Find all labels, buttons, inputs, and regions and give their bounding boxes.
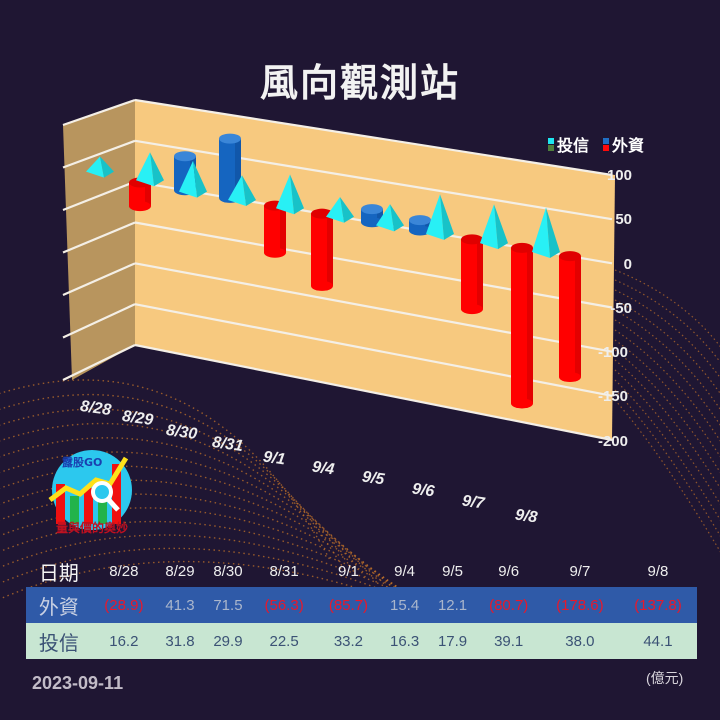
foreign-cell: (178.6) [540,587,619,623]
brand-logo: 露股GO 量與價的奧妙 [48,450,132,535]
header-label: 日期 [38,562,79,585]
trust-cell: 17.9 [428,623,477,659]
trust-cell: 44.1 [618,623,697,659]
page-title: 風向觀測站 [259,61,460,105]
row-label-foreign: 外資 [26,587,92,623]
date-cell: 8/31 [269,562,299,580]
legend-item-trust: 投信 [548,132,589,156]
logo-brand-text: 露股GO [62,456,102,469]
legend-label-trust: 投信 [557,136,590,155]
foreign-cylinder [311,208,333,291]
row-label-trust: 投信 [26,623,92,659]
date-cell: 9/7 [569,562,591,580]
date-cell: 8/30 [213,562,243,580]
foreign-cell: 12.1 [428,587,477,623]
foreign-cell: (137.8) [618,587,697,623]
trust-pyramid [228,175,256,206]
x-tick-label: 9/1 [261,448,287,469]
unit-label: (億元) [646,670,684,686]
x-tick-label: 9/8 [513,506,539,527]
trust-cell: 31.8 [156,623,204,659]
foreign-cylinder [461,234,483,315]
date-cell: 9/5 [442,562,463,580]
x-tick-label: 9/6 [410,480,436,501]
trust-cell: 39.1 [476,623,541,659]
trust-pyramid [426,194,454,240]
date-cell: 9/8 [647,562,669,580]
foreign-cell: 15.4 [380,587,429,623]
legend: 投信 外資 [548,132,644,156]
x-tick-label: 9/5 [360,468,386,489]
foreign-cylinder [511,242,533,409]
foreign-cylinder [559,251,581,383]
y-tick-label: 0 [623,255,632,273]
date-cell: 8/29 [165,562,195,580]
foreign-cell: 71.5 [203,587,252,623]
trust-cell: 38.0 [540,623,619,659]
trust-pyramid [276,174,304,215]
foreign-cylinder [409,215,431,236]
legend-item-foreign: 外資 [603,132,644,156]
trust-pyramid [532,207,560,259]
side-wall [63,100,135,380]
date-cell: 8/28 [109,562,139,580]
legend-swatch-foreign [603,137,610,151]
foreign-cell: 41.3 [156,587,204,623]
foreign-cell: (56.3) [251,587,317,623]
trust-cell: 16.3 [380,623,429,659]
legend-label-foreign: 外資 [612,136,645,155]
logo-tagline-text: 量與價的奧妙 [56,520,128,535]
trust-pyramid [136,152,164,187]
table-header-row: 日期 8/28 8/29 8/30 8/31 9/1 9/4 9/5 9/6 9… [26,555,697,587]
foreign-cylinder [129,177,151,212]
y-tick-label: 100 [606,167,632,185]
report-date: 2023-09-11 [32,673,124,693]
date-cell: 9/4 [394,562,416,580]
trust-pyramid [86,156,114,178]
back-wall [135,100,615,440]
date-cell: 9/1 [338,562,359,580]
trust-pyramid [376,204,404,232]
foreign-cylinder [264,200,286,258]
trust-cell: 29.9 [203,623,252,659]
trust-cell: 22.5 [251,623,317,659]
y-tick-label: -200 [597,432,628,450]
y-tick-label: 50 [615,211,632,229]
data-marks [86,133,581,409]
trust-pyramid [179,160,207,198]
trust-pyramid [326,196,354,223]
trust-pyramid [480,204,508,250]
data-table: 日期 8/28 8/29 8/30 8/31 9/1 9/4 9/5 9/6 9… [26,555,697,659]
legend-swatch-trust [548,137,554,151]
y-tick-label: -100 [597,344,628,362]
y-tick-label: -150 [597,388,628,406]
date-cell: 9/6 [498,562,520,580]
trust-cell: 33.2 [316,623,381,659]
table-row-foreign: 外資 (28.9) 41.3 71.5 (56.3) (85.7) 15.4 1… [26,587,697,623]
foreign-cell: (85.7) [316,587,381,623]
x-tick-label: 9/4 [310,458,336,479]
table-row-trust: 投信 16.2 31.8 29.9 22.5 33.2 16.3 17.9 39… [26,623,697,659]
y-tick-label: -50 [610,299,632,317]
trust-cell: 16.2 [91,623,157,659]
foreign-cell: (80.7) [476,587,541,623]
foreign-cell: (28.9) [91,587,157,623]
x-tick-label: 9/7 [460,492,486,513]
